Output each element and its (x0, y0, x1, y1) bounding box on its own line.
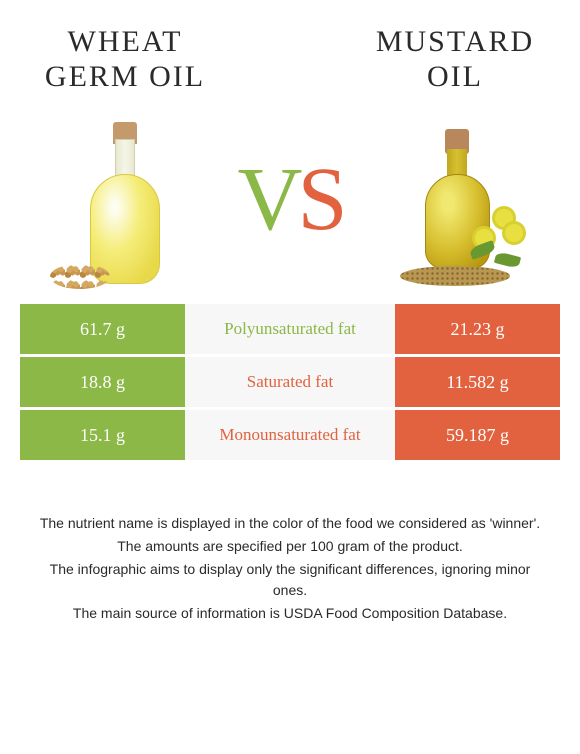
nutrient-label: Polyunsaturated fat (185, 304, 395, 354)
images-row: VS (0, 104, 580, 304)
right-title: Mustard oil (350, 25, 560, 94)
footer-line: The nutrient name is displayed in the co… (35, 513, 545, 534)
left-image (30, 114, 220, 284)
left-title: Wheat germ oil (20, 25, 230, 94)
mustard-oil-icon (405, 114, 505, 284)
table-row: 18.8 gSaturated fat11.582 g (20, 357, 560, 407)
right-image (360, 114, 550, 284)
right-title-line1: Mustard (350, 25, 560, 60)
left-value: 61.7 g (20, 304, 185, 354)
vs-label: VS (220, 148, 360, 251)
wheat-germ-oil-icon (75, 114, 175, 284)
right-value: 11.582 g (395, 357, 560, 407)
table-row: 15.1 gMonounsaturated fat59.187 g (20, 410, 560, 460)
footer-line: The amounts are specified per 100 gram o… (35, 536, 545, 557)
left-title-line1: Wheat (20, 25, 230, 60)
right-value: 21.23 g (395, 304, 560, 354)
vs-v: V (237, 150, 297, 249)
right-title-line2: oil (350, 60, 560, 95)
comparison-table: 61.7 gPolyunsaturated fat21.23 g18.8 gSa… (20, 304, 560, 460)
nutrient-label: Saturated fat (185, 357, 395, 407)
right-value: 59.187 g (395, 410, 560, 460)
table-row: 61.7 gPolyunsaturated fat21.23 g (20, 304, 560, 354)
nutrient-label: Monounsaturated fat (185, 410, 395, 460)
header: Wheat germ oil Mustard oil (0, 0, 580, 104)
vs-s: S (297, 150, 342, 249)
footer-line: The infographic aims to display only the… (35, 559, 545, 601)
left-title-line2: germ oil (20, 60, 230, 95)
footer-line: The main source of information is USDA F… (35, 603, 545, 624)
title-spacer (230, 25, 350, 94)
footer-notes: The nutrient name is displayed in the co… (0, 463, 580, 646)
left-value: 18.8 g (20, 357, 185, 407)
left-value: 15.1 g (20, 410, 185, 460)
